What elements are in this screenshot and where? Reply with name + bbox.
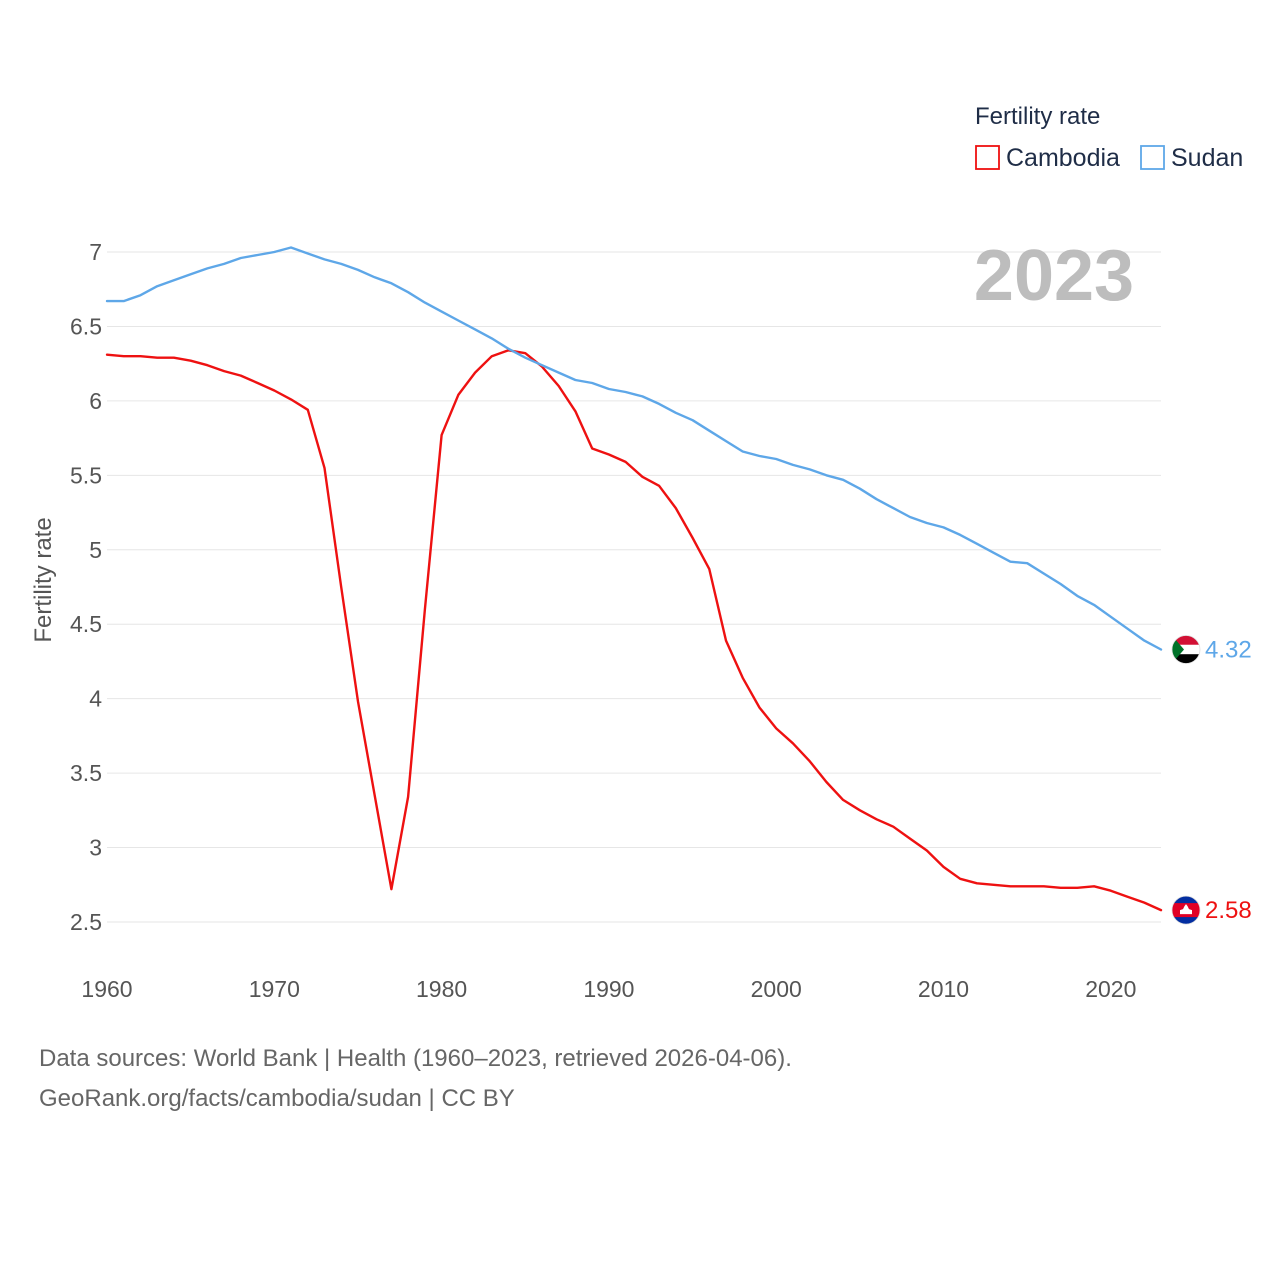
source-link[interactable]: GeoRank.org/facts/cambodia/sudan | CC BY [39,1085,515,1112]
x-tick-label: 2000 [751,976,802,1002]
legend-swatch-sudan [1140,145,1165,170]
y-tick-label: 7 [89,239,102,265]
series-line-cambodia [105,349,1163,912]
legend-label-sudan: Sudan [1171,144,1243,172]
y-tick-label: 4 [89,686,102,712]
sudan-flag-icon [1171,635,1201,664]
y-axis-title: Fertility rate [30,517,57,642]
legend: Fertility rate Cambodia Sudan [975,103,1243,172]
legend-item-cambodia[interactable]: Cambodia [975,144,1120,172]
series-line-sudan [105,246,1163,651]
legend-label-cambodia: Cambodia [1006,144,1120,172]
y-tick-label: 3.5 [70,760,102,786]
x-tick-label: 1980 [416,976,467,1002]
x-tick-label: 1970 [249,976,300,1002]
sudan-end-value: 4.32 [1205,637,1252,664]
y-tick-label: 6 [89,388,102,414]
y-tick-label: 6.5 [70,313,102,339]
x-tick-label: 2010 [918,976,969,1002]
cambodia-flag-icon [1171,895,1201,925]
y-tick-label: 5.5 [70,462,102,488]
gridlines [107,251,1161,923]
x-tick-label: 1990 [583,976,634,1002]
x-axis-ticks: 1960 1970 1980 1990 2000 2010 2020 [81,976,1136,1002]
legend-swatch-cambodia [975,145,1000,170]
x-tick-label: 1960 [81,976,132,1002]
y-axis-ticks: 2.5 3 3.5 4 4.5 5 5.5 6 6.5 7 [70,239,102,935]
series-lines [105,246,1163,912]
y-tick-label: 5 [89,537,102,563]
y-tick-label: 3 [89,835,102,861]
legend-item-sudan[interactable]: Sudan [1140,144,1243,172]
source-note: Data sources: World Bank | Health (1960–… [39,1045,792,1072]
y-tick-label: 2.5 [70,909,102,935]
cambodia-end-value: 2.58 [1205,897,1252,924]
year-label: 2023 [974,236,1134,316]
legend-title: Fertility rate [975,103,1100,130]
x-tick-label: 2020 [1085,976,1136,1002]
y-tick-label: 4.5 [70,611,102,637]
